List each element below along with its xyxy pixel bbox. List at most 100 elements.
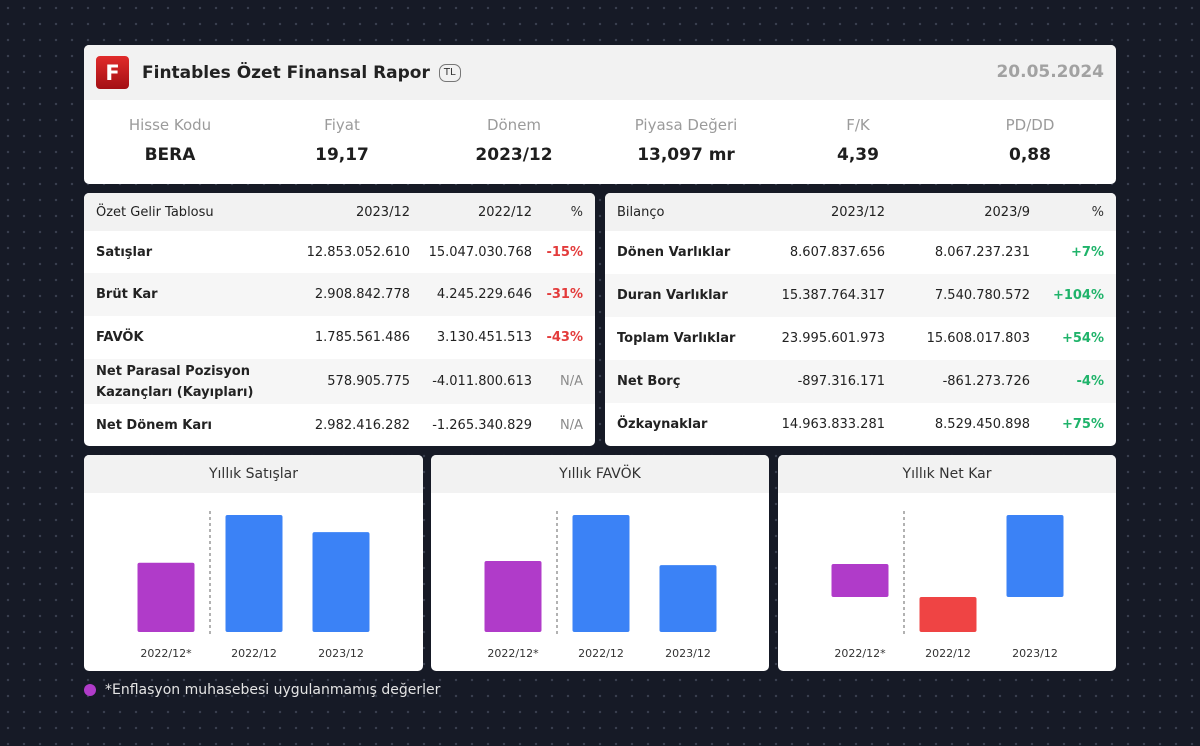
row-value-1: 14.963.833.281 bbox=[781, 417, 885, 432]
metric-label: F/K bbox=[846, 116, 870, 134]
report-date: 20.05.2024 bbox=[996, 62, 1104, 82]
annual-sales-plot: 2022/12* 2022/12 2023/12 bbox=[137, 511, 370, 660]
metric-value: 2023/12 bbox=[475, 145, 553, 165]
row-change: -15% bbox=[546, 244, 583, 260]
row-change: +75% bbox=[1061, 417, 1104, 432]
row-label: Net Dönem Karı bbox=[96, 417, 213, 433]
currency-badge: TL bbox=[438, 63, 461, 82]
row-label: Net Borç bbox=[617, 374, 681, 389]
table-row: FAVÖK 1.785.561.486 3.130.451.513 -43% bbox=[84, 316, 595, 359]
row-value-1: 8.607.837.656 bbox=[789, 245, 885, 260]
row-value-1: 1.785.561.486 bbox=[314, 330, 410, 345]
chart-bar bbox=[831, 564, 889, 598]
row-value-2: 4.245.229.646 bbox=[436, 287, 532, 302]
metric-ticker: Hisse Kodu BERA bbox=[84, 100, 256, 184]
x-tick-label: 2023/12 bbox=[665, 647, 711, 660]
row-value-1: -897.316.171 bbox=[797, 374, 885, 389]
table-row: Brüt Kar 2.908.842.778 4.245.229.646 -31… bbox=[84, 273, 595, 316]
chart-bar bbox=[312, 532, 370, 632]
annual-sales-chart: Yıllık Satışlar 2022/12* 2022/12 2023/12 bbox=[84, 455, 423, 671]
chart-bar bbox=[919, 597, 977, 632]
metric-value: BERA bbox=[144, 145, 196, 165]
table-row: Satışlar 12.853.052.610 15.047.030.768 -… bbox=[84, 231, 595, 273]
row-label: Brüt Kar bbox=[96, 287, 158, 302]
chart-title: Yıllık Satışlar bbox=[84, 455, 423, 493]
table-row: Toplam Varlıklar 23.995.601.973 15.608.0… bbox=[605, 317, 1116, 360]
row-value-2: 7.540.780.572 bbox=[934, 288, 1030, 303]
metric-pb: PD/DD 0,88 bbox=[944, 100, 1116, 184]
metric-market-cap: Piyasa Değeri 13,097 mr bbox=[600, 100, 772, 184]
chart-bar bbox=[225, 515, 283, 632]
row-value-2: 3.130.451.513 bbox=[436, 330, 532, 345]
balance-sheet-table: Bilanço 2023/12 2023/9 % Dönen Varlıklar… bbox=[605, 193, 1116, 446]
table-row: Duran Varlıklar 15.387.764.317 7.540.780… bbox=[605, 274, 1116, 317]
table-row: Net Dönem Karı 2.982.416.282 -1.265.340.… bbox=[84, 404, 595, 446]
metric-label: PD/DD bbox=[1005, 116, 1055, 134]
annual-net-profit-chart: Yıllık Net Kar 2022/12* 2022/12 2023/12 bbox=[778, 455, 1116, 671]
row-label: Dönen Varlıklar bbox=[617, 245, 731, 260]
x-tick-label: 2022/12* bbox=[834, 647, 886, 660]
header-col-1: 2023/12 bbox=[355, 204, 410, 220]
row-label: Net Parasal Pozisyon Kazançları (Kayıpla… bbox=[96, 363, 254, 400]
row-value-1: 23.995.601.973 bbox=[781, 331, 885, 346]
metric-label: Piyasa Değeri bbox=[634, 116, 738, 134]
x-tick-label: 2022/12* bbox=[140, 647, 192, 660]
row-value-2: 15.608.017.803 bbox=[926, 331, 1030, 346]
header-col-1: 2023/12 bbox=[830, 204, 885, 220]
header-col-pct: % bbox=[570, 204, 583, 220]
row-change: N/A bbox=[560, 417, 583, 433]
table-row: Dönen Varlıklar 8.607.837.656 8.067.237.… bbox=[605, 231, 1116, 274]
row-value-1: 15.387.764.317 bbox=[781, 288, 885, 303]
row-change: N/A bbox=[560, 374, 583, 389]
chart-bar bbox=[572, 515, 630, 632]
chart-title: Yıllık Net Kar bbox=[778, 455, 1116, 493]
metric-value: 13,097 mr bbox=[637, 145, 735, 165]
header-col-2: 2023/9 bbox=[984, 204, 1030, 220]
row-change: -4% bbox=[1076, 374, 1104, 389]
row-label: Özkaynaklar bbox=[617, 417, 708, 432]
chart-bar bbox=[659, 565, 717, 632]
report-title: Fintables Özet Finansal Rapor bbox=[142, 62, 430, 83]
table-row: Net Parasal Pozisyon Kazançları (Kayıpla… bbox=[84, 359, 595, 404]
chart-bar bbox=[137, 562, 195, 632]
legend-dot bbox=[84, 684, 96, 696]
row-value-1: 12.853.052.610 bbox=[306, 244, 410, 260]
metric-price: Fiyat 19,17 bbox=[256, 100, 428, 184]
header-bar: F Fintables Özet Finansal Rapor TL 20.05… bbox=[84, 45, 1116, 100]
chart-bar bbox=[1006, 515, 1064, 598]
chart-title: Yıllık FAVÖK bbox=[431, 455, 769, 493]
footnote-text: *Enflasyon muhasebesi uygulanmamış değer… bbox=[105, 682, 441, 698]
x-tick-label: 2023/12 bbox=[318, 647, 364, 660]
row-value-1: 578.905.775 bbox=[327, 374, 410, 389]
metric-label: Hisse Kodu bbox=[128, 116, 212, 134]
annual-ebitda-chart: Yıllık FAVÖK 2022/12* 2022/12 2023/12 bbox=[431, 455, 769, 671]
annual-net-profit-plot: 2022/12* 2022/12 2023/12 bbox=[831, 511, 1064, 660]
metric-value: 0,88 bbox=[1009, 145, 1051, 165]
report-header-card: F Fintables Özet Finansal Rapor TL 20.05… bbox=[84, 45, 1116, 184]
row-value-1: 2.908.842.778 bbox=[314, 287, 410, 302]
metric-pe: F/K 4,39 bbox=[772, 100, 944, 184]
row-label: FAVÖK bbox=[96, 330, 144, 345]
row-change: +104% bbox=[1052, 288, 1104, 303]
row-value-2: 15.047.030.768 bbox=[428, 244, 532, 260]
row-change: -43% bbox=[546, 330, 583, 345]
table-row: Özkaynaklar 14.963.833.281 8.529.450.898… bbox=[605, 403, 1116, 446]
header-label: Özet Gelir Tablosu bbox=[96, 204, 214, 220]
footnote: *Enflasyon muhasebesi uygulanmamış değer… bbox=[84, 682, 440, 698]
row-label: Duran Varlıklar bbox=[617, 288, 728, 303]
metric-value: 19,17 bbox=[315, 145, 369, 165]
row-value-1: 2.982.416.282 bbox=[314, 417, 410, 433]
row-value-2: -4.011.800.613 bbox=[432, 374, 532, 389]
table-header: Özet Gelir Tablosu 2023/12 2022/12 % bbox=[84, 193, 595, 231]
fintables-logo: F bbox=[96, 56, 129, 89]
income-statement-table: Özet Gelir Tablosu 2023/12 2022/12 % Sat… bbox=[84, 193, 595, 446]
header-col-pct: % bbox=[1091, 204, 1104, 220]
x-tick-label: 2022/12 bbox=[231, 647, 277, 660]
metric-period: Dönem 2023/12 bbox=[428, 100, 600, 184]
metric-value: 4,39 bbox=[837, 145, 879, 165]
row-change: +7% bbox=[1071, 245, 1104, 260]
row-label: Satışlar bbox=[96, 244, 153, 260]
row-value-2: 8.529.450.898 bbox=[934, 417, 1030, 432]
row-label: Toplam Varlıklar bbox=[617, 331, 736, 346]
row-value-2: -861.273.726 bbox=[942, 374, 1030, 389]
